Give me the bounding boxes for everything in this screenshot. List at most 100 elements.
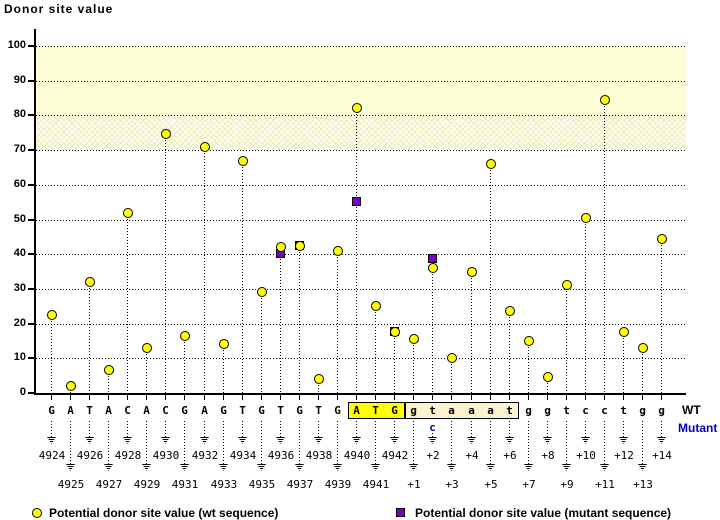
pos-arrow-shaft: [165, 421, 166, 437]
mutant-row-label: Mutant: [678, 421, 718, 435]
pos-arrow-shaft: [566, 421, 567, 464]
seq-letter: G: [48, 404, 55, 417]
pos-arrow-shaft: [70, 421, 71, 464]
pos-arrowhead-icon: [180, 464, 189, 471]
x-tick: [413, 395, 414, 400]
y-tick-label: 50: [13, 213, 26, 225]
wt-row-label: WT: [682, 403, 701, 417]
seq-letter: c: [601, 404, 608, 417]
pos-arrow-shaft: [337, 421, 338, 464]
pos-arrow-shaft: [184, 421, 185, 464]
wt-marker: [581, 213, 591, 223]
chart-legend: Potential donor site value (wt sequence)…: [0, 503, 720, 520]
seq-letter: A: [105, 404, 112, 417]
wt-marker: [295, 241, 305, 251]
pos-arrowhead-icon: [238, 437, 247, 444]
x-tick: [299, 395, 300, 400]
score-band-crosshatch: [36, 115, 686, 151]
x-tick: [127, 395, 128, 400]
wt-marker: [409, 334, 419, 344]
seq-letter: G: [334, 404, 341, 417]
stem: [432, 259, 433, 393]
pos-label: 4937: [286, 478, 314, 491]
pos-arrow-shaft: [471, 421, 472, 437]
wt-marker: [371, 301, 381, 311]
stem: [299, 246, 300, 393]
wt-marker: [219, 339, 229, 349]
stem: [471, 272, 472, 393]
x-tick: [204, 395, 205, 400]
stem: [547, 377, 548, 393]
y-grid-line: [36, 289, 686, 290]
pos-label: +13: [633, 478, 653, 491]
wt-legend-label: Potential donor site value (wt sequence): [49, 506, 279, 520]
x-tick: [604, 395, 605, 400]
y-grid-line: [36, 185, 686, 186]
seq-letter: c: [582, 404, 589, 417]
y-grid-line: [36, 254, 686, 255]
stem: [413, 339, 414, 393]
pos-label: +2: [426, 449, 440, 462]
pos-arrow-shaft: [299, 421, 300, 464]
x-tick: [528, 395, 529, 400]
seq-letter: G: [391, 404, 398, 417]
pos-arrowhead-icon: [333, 464, 342, 471]
pos-arrow-shaft: [318, 421, 319, 437]
y-tick: [28, 357, 36, 359]
seq-letter: C: [162, 404, 169, 417]
wt-marker: [85, 277, 95, 287]
stem: [509, 311, 510, 393]
wt-marker: [505, 306, 515, 316]
y-tick: [28, 288, 36, 290]
pos-arrow-shaft: [89, 421, 90, 437]
y-grid-line: [36, 220, 686, 221]
stem: [375, 306, 376, 393]
seq-letter: a: [448, 404, 455, 417]
pos-label: 4929: [133, 478, 161, 491]
y-axis-line: [34, 29, 36, 395]
x-tick: [242, 395, 243, 400]
pos-arrowhead-icon: [352, 437, 361, 444]
x-tick: [280, 395, 281, 400]
x-tick: [509, 395, 510, 400]
chart-title: Donor site value: [4, 2, 114, 16]
pos-arrow-shaft: [242, 421, 243, 437]
x-tick: [356, 395, 357, 400]
x-tick: [108, 395, 109, 400]
seq-letter: A: [201, 404, 208, 417]
seq-letter: G: [296, 404, 303, 417]
pos-label: 4940: [343, 449, 371, 462]
x-tick: [375, 395, 376, 400]
stem: [661, 239, 662, 393]
downstream-box: [404, 402, 520, 419]
seq-letter: g: [410, 404, 417, 417]
wt-marker: [161, 129, 171, 139]
pos-label: 4932: [191, 449, 219, 462]
pos-label: 4938: [305, 449, 333, 462]
wt-marker: [524, 336, 534, 346]
pos-arrowhead-icon: [638, 464, 647, 471]
pos-arrow-shaft: [623, 421, 624, 437]
pos-arrowhead-icon: [47, 437, 56, 444]
wt-marker: [66, 381, 76, 391]
pos-label: +7: [522, 478, 536, 491]
pos-label: +11: [595, 478, 615, 491]
pos-arrowhead-icon: [467, 437, 476, 444]
stem: [528, 341, 529, 393]
pos-label: 4927: [95, 478, 123, 491]
y-tick-label: 90: [13, 74, 26, 86]
x-tick: [184, 395, 185, 400]
pos-label: +10: [576, 449, 596, 462]
stem: [261, 292, 262, 393]
pos-arrow-shaft: [261, 421, 262, 464]
x-tick: [432, 395, 433, 400]
y-tick: [28, 184, 36, 186]
pos-arrowhead-icon: [543, 437, 552, 444]
y-tick: [28, 392, 36, 394]
wt-marker: [543, 372, 553, 382]
mutant-legend-label: Potential donor site value (mutant seque…: [415, 506, 672, 520]
pos-arrowhead-icon: [104, 464, 113, 471]
pos-arrowhead-icon: [295, 464, 304, 471]
y-tick-label: 20: [13, 317, 26, 329]
pos-label: +5: [484, 478, 498, 491]
